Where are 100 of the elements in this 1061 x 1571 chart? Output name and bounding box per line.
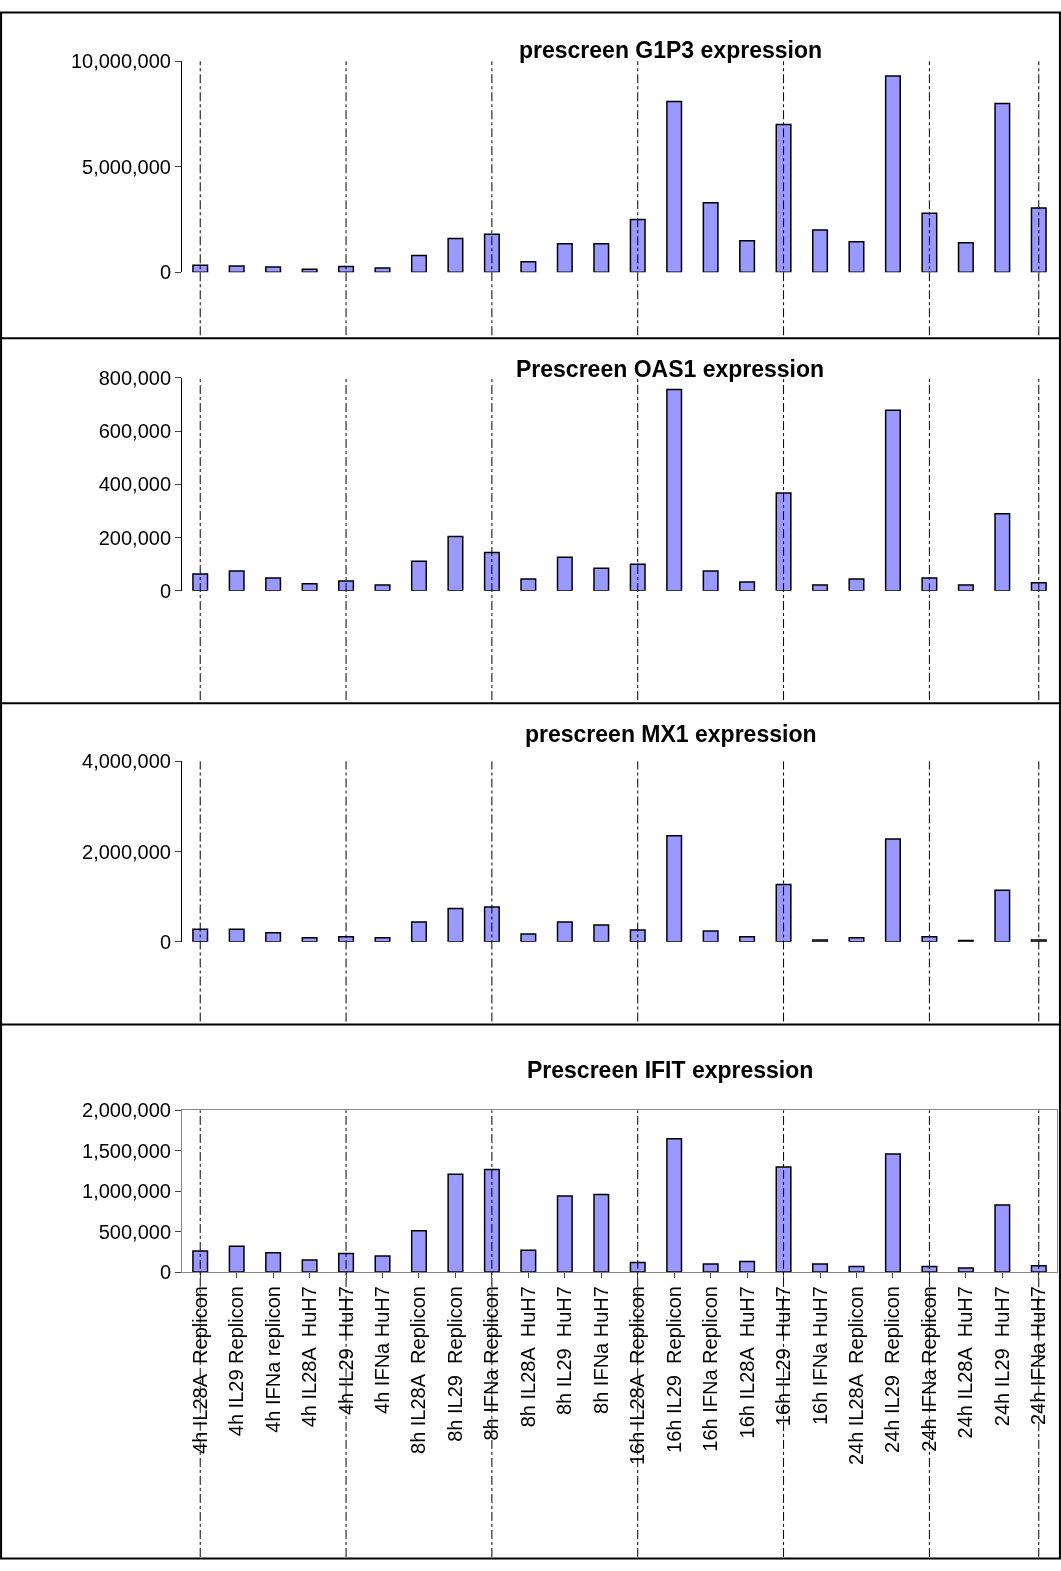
chart-title: Prescreen IFIT expression: [527, 1057, 814, 1083]
y-tick-label: 10,000,000: [70, 50, 171, 73]
bar: [374, 267, 391, 273]
bar: [374, 1255, 391, 1273]
bar: [556, 1195, 573, 1273]
y-tick-label: 0: [159, 930, 171, 953]
bar: [593, 1193, 610, 1273]
y-tick-label: 0: [159, 261, 171, 284]
bar: [884, 1153, 901, 1273]
bar: [520, 1249, 537, 1273]
bar: [447, 1173, 464, 1273]
x-tick-label: 8h IFNa HuH7: [589, 1286, 612, 1414]
y-tick-label: 0: [159, 1261, 171, 1284]
bar: [556, 556, 573, 591]
y-tick-label: 5,000,000: [82, 155, 171, 178]
x-tick-label: 24h IL29 HuH7: [990, 1286, 1013, 1427]
x-tick-label: 8h IL29 Replicon: [443, 1286, 466, 1442]
bar: [447, 237, 464, 273]
x-tick-label: 24h IL28A Replicon: [844, 1286, 867, 1466]
bar: [228, 1245, 245, 1273]
bar: [884, 409, 901, 591]
bar: [666, 388, 683, 591]
bar: [410, 254, 428, 273]
bar: [374, 584, 391, 591]
x-tick-label: 8h IL28A HuH7: [516, 1286, 539, 1428]
x-tick-label: 24h IFNa HuH7: [1027, 1286, 1050, 1426]
bar: [666, 100, 683, 273]
x-tick-label: 4h IL28A Replicon: [188, 1286, 211, 1454]
bar: [994, 102, 1011, 273]
bar: [811, 584, 829, 591]
bar: [702, 930, 719, 942]
bar: [884, 75, 901, 273]
bar: [739, 239, 756, 273]
y-tick-label: 0: [159, 579, 171, 602]
bar: [265, 932, 282, 942]
bar: [593, 924, 610, 942]
y-tick-label: 400,000: [98, 473, 171, 496]
bar: [228, 928, 245, 942]
bar: [410, 560, 428, 591]
bar: [994, 1204, 1011, 1273]
bar: [301, 268, 318, 273]
bar: [447, 907, 464, 942]
y-tick-label: 600,000: [98, 420, 171, 443]
bar: [410, 921, 428, 942]
x-tick-label: 4h IL29 HuH7: [334, 1286, 357, 1416]
bar: [228, 570, 245, 591]
x-tick-label: 16h IFNa HuH7: [808, 1286, 831, 1426]
bar: [556, 243, 573, 273]
y-tick-label: 2,000,000: [82, 1099, 171, 1122]
bar: [301, 1259, 318, 1273]
bar: [884, 838, 901, 942]
y-tick-label: 2,000,000: [82, 840, 171, 863]
bar: [702, 1263, 719, 1273]
y-tick-label: 1,500,000: [82, 1139, 171, 1162]
x-tick-label: 16h IFNa Replicon: [699, 1286, 722, 1452]
chart-title: Prescreen OAS1 expression: [516, 356, 825, 382]
bar: [228, 265, 245, 273]
bar: [556, 921, 573, 942]
bar: [520, 933, 537, 942]
bar: [848, 936, 865, 942]
bar: [265, 266, 282, 273]
x-tick-label: 24h IL29 Replicon: [881, 1286, 904, 1453]
bar: [410, 1230, 428, 1273]
bar: [848, 1265, 865, 1273]
bar: [520, 578, 537, 591]
bar: [994, 513, 1011, 591]
bar: [374, 936, 391, 942]
bar: [957, 1267, 974, 1273]
bar: [957, 242, 974, 273]
y-tick-label: 4,000,000: [82, 750, 171, 773]
bar: [811, 229, 829, 273]
x-tick-label: 8h IL28A Replicon: [407, 1286, 430, 1454]
x-tick-label: 16h IL28A HuH7: [735, 1286, 758, 1439]
x-tick-label: 8h IL29 HuH7: [553, 1286, 576, 1416]
bar: [702, 201, 719, 273]
y-tick-label: 200,000: [98, 526, 171, 549]
bar: [593, 243, 610, 273]
y-tick-label: 500,000: [98, 1220, 171, 1243]
bar: [265, 1251, 282, 1273]
x-tick-label: 24h IFNa Replicon: [917, 1286, 940, 1452]
bar: [447, 535, 464, 591]
bar: [811, 1263, 829, 1273]
bar: [739, 1260, 756, 1273]
bar: [593, 567, 610, 591]
bar: [666, 1137, 683, 1273]
x-tick-label: 4h IFNa HuH7: [371, 1286, 394, 1414]
bar: [301, 583, 318, 591]
bar: [848, 578, 865, 591]
chart-title: prescreen MX1 expression: [525, 721, 817, 747]
chart-title: prescreen G1P3 expression: [519, 37, 822, 63]
x-tick-label: 4h IL28A HuH7: [298, 1286, 321, 1428]
x-tick-label: 4h IFNa replicon: [261, 1286, 284, 1433]
x-tick-label: 4h IL29 Replicon: [225, 1286, 248, 1437]
x-tick-label: 24h IL28A HuH7: [954, 1286, 977, 1439]
bar: [702, 570, 719, 591]
bar: [994, 889, 1011, 942]
x-tick-label: 8h IFNa Replicon: [480, 1286, 503, 1441]
bar: [666, 835, 683, 942]
bar: [739, 581, 756, 591]
bar: [957, 584, 974, 591]
